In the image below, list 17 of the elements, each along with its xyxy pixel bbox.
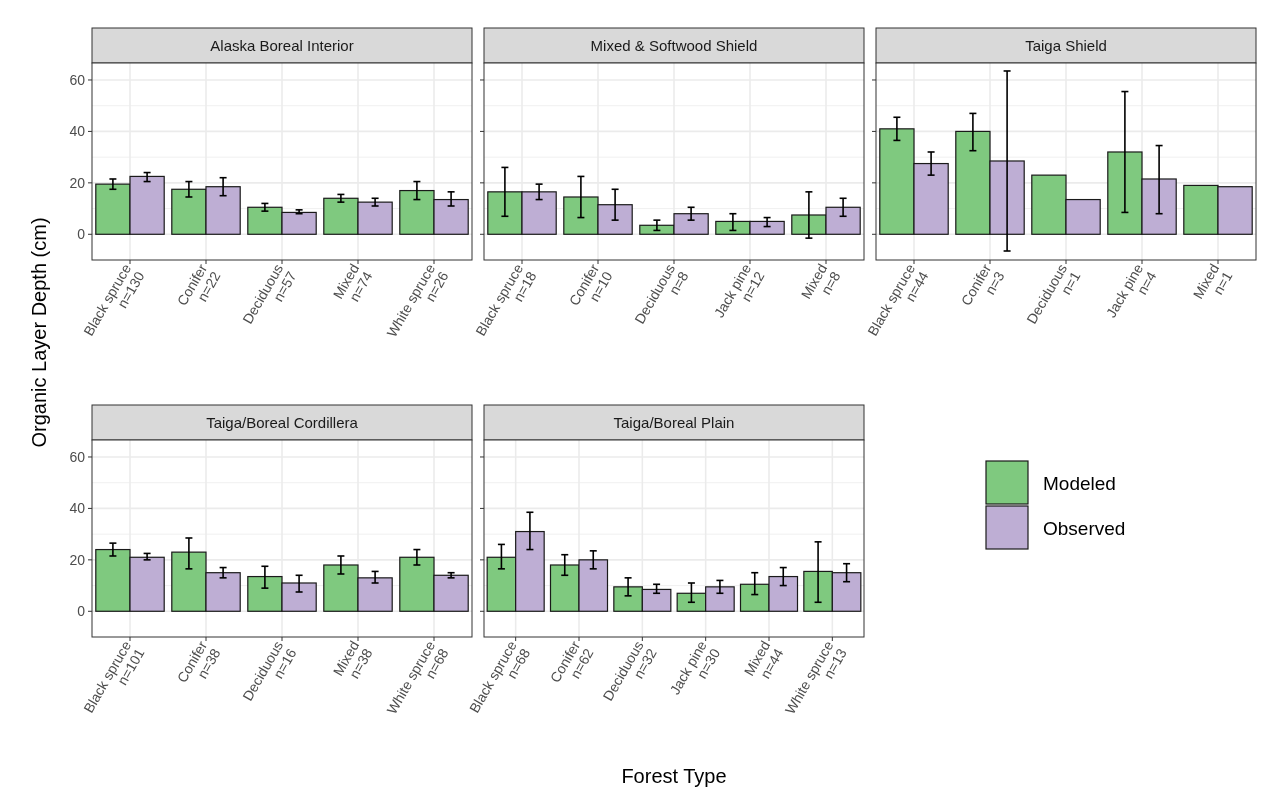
legend-label: Observed [1043, 518, 1126, 539]
x-axis-title: Forest Type [621, 765, 727, 787]
chart-title: Alaska Boreal Interior [210, 36, 354, 54]
y-tick-label: 0 [77, 603, 86, 620]
y-tick-label: 60 [69, 71, 86, 88]
chart-title: Taiga Shield [1025, 36, 1107, 54]
y-tick-label: 0 [77, 226, 86, 243]
chart-title: Taiga/Boreal Plain [613, 413, 735, 431]
y-tick-label: 40 [69, 123, 86, 140]
y-tick-label: 40 [69, 500, 86, 517]
chart-title: Taiga/Boreal Cordillera [206, 413, 359, 431]
y-axis-title: Organic Layer Depth (cm) [28, 217, 50, 448]
chart-title: Mixed & Softwood Shield [590, 36, 758, 54]
legend-label: Modeled [1043, 473, 1116, 494]
y-tick-label: 20 [69, 551, 86, 568]
y-tick-label: 20 [69, 174, 86, 191]
y-tick-label: 60 [69, 448, 86, 465]
